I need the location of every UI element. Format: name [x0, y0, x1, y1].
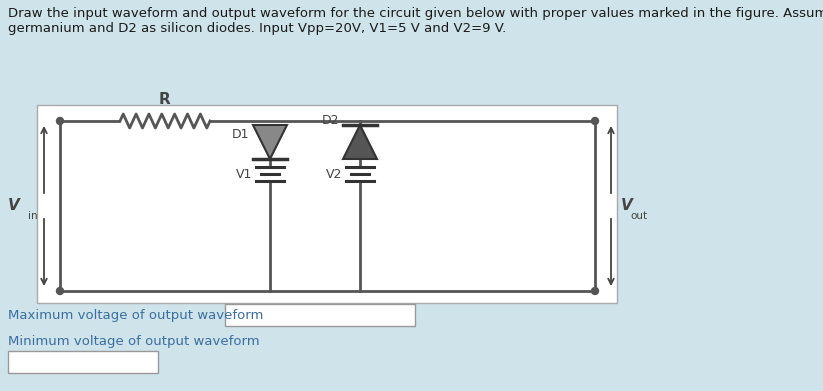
Text: Minimum voltage of output waveform: Minimum voltage of output waveform	[8, 334, 259, 348]
Text: V: V	[8, 199, 20, 213]
FancyBboxPatch shape	[225, 304, 415, 326]
Circle shape	[57, 287, 63, 294]
Text: D2: D2	[322, 115, 339, 127]
FancyBboxPatch shape	[37, 105, 617, 303]
Text: germanium and D2 as silicon diodes. Input Vpp=20V, V1=5 V and V2=9 V.: germanium and D2 as silicon diodes. Inpu…	[8, 22, 506, 35]
Text: out: out	[630, 211, 647, 221]
Text: Maximum voltage of output waveform: Maximum voltage of output waveform	[8, 308, 263, 321]
Text: V2: V2	[326, 167, 342, 181]
Text: R: R	[159, 92, 171, 107]
Polygon shape	[343, 125, 377, 159]
Text: V1: V1	[235, 167, 252, 181]
Text: V: V	[621, 199, 633, 213]
Text: Draw the input waveform and output waveform for the circuit given below with pro: Draw the input waveform and output wavef…	[8, 7, 823, 20]
Text: in: in	[28, 211, 38, 221]
Text: D1: D1	[231, 129, 249, 142]
Circle shape	[592, 287, 598, 294]
Circle shape	[57, 118, 63, 124]
Circle shape	[592, 118, 598, 124]
FancyBboxPatch shape	[8, 351, 158, 373]
Polygon shape	[253, 125, 287, 159]
